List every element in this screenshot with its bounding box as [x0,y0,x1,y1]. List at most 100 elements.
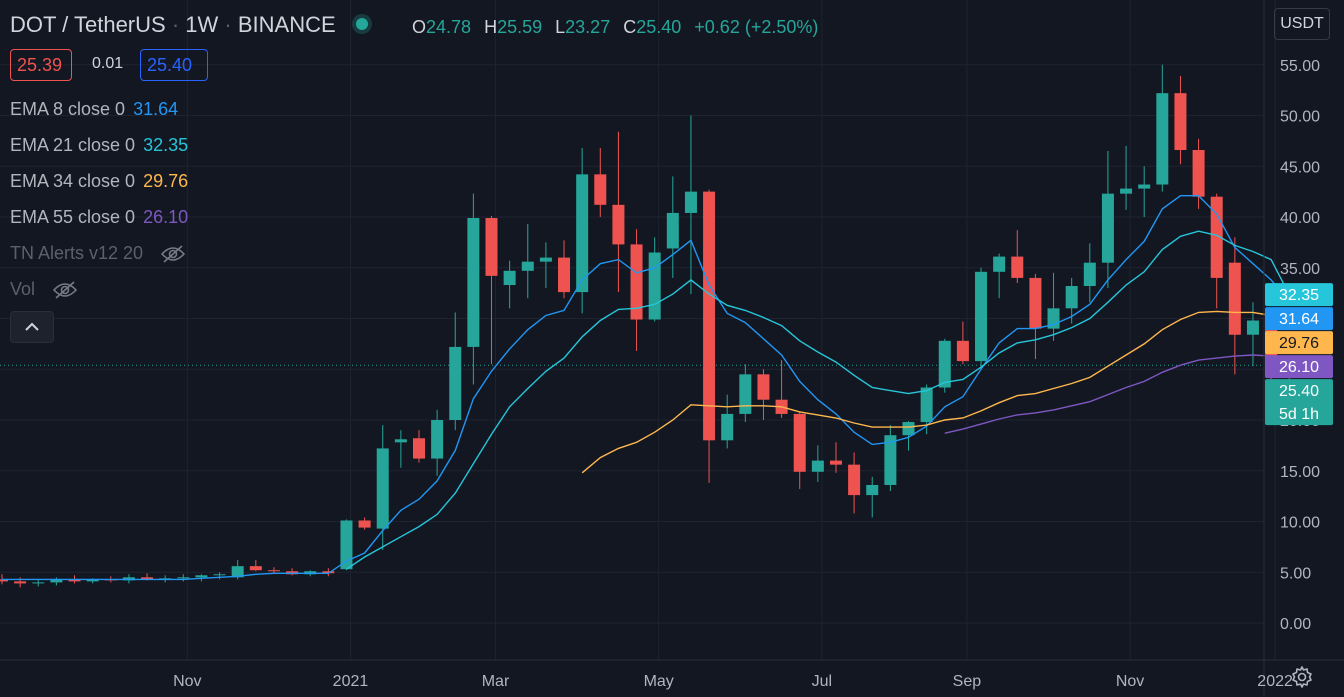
indicator-volume[interactable]: Vol [10,279,78,305]
chart-grid [0,0,1276,660]
market-status-icon[interactable] [355,18,368,30]
candle-body [920,387,933,423]
indicator-value: 32.35 [143,135,189,155]
price-tick-label: 55.00 [1280,58,1320,75]
symbol-title[interactable]: DOT / TetherUS · 1W · BINANCE [10,12,382,38]
bar-countdown-label: 5d 1h [1279,406,1319,423]
candle-body [521,261,534,271]
chevron-up-icon [25,322,39,331]
candle-body [86,579,99,582]
change-value: +0.62 (+2.50%) [694,17,819,37]
candle-body [449,346,462,420]
close-value: 25.40 [636,17,682,37]
time-tick-label: Nov [1116,673,1144,690]
indicator-ema-34[interactable]: EMA 34 close 0 29.76 [10,171,188,192]
interval-label[interactable]: 1W [185,12,219,37]
indicator-ema-21[interactable]: EMA 21 close 0 32.35 [10,135,188,156]
indicator-value: 29.76 [143,171,189,191]
high-value: 25.59 [497,17,543,37]
time-tick-label: Jul [812,673,832,690]
candle-body [558,257,571,293]
candle-body [612,204,625,245]
candle-body [956,340,969,362]
candle-body [848,464,861,496]
ema-line [346,230,1290,570]
indicator-ema-55[interactable]: EMA 55 close 0 26.10 [10,207,188,228]
price-axis-badge-label: 25.40 [1279,383,1319,400]
candle-body [267,570,280,572]
indicator-value: 26.10 [143,207,189,227]
collapse-legend-button[interactable] [10,311,54,343]
price-axis-badge [1265,331,1333,355]
candle-body [648,252,661,320]
low-value: 23.27 [565,17,611,37]
indicator-ema-8[interactable]: EMA 8 close 0 31.64 [10,99,178,120]
candle-body [431,420,444,459]
candle-body [213,574,226,576]
eye-hidden-icon[interactable] [160,244,186,269]
candle-body [376,448,389,529]
indicator-label: TN Alerts v12 20 [10,243,144,263]
price-tick-label: 50.00 [1280,109,1320,126]
price-tick-label: 35.00 [1280,261,1320,278]
buy-price-button[interactable]: 25.40 [140,49,208,81]
candle-body [50,579,63,583]
time-tick-label: 2022 [1257,673,1293,690]
candle-body [358,520,371,528]
candle-body [884,435,897,485]
candle-body [630,244,643,320]
price-axis-badge-label: 29.76 [1279,335,1319,352]
candle-body [412,438,425,459]
candle-body [1192,150,1205,197]
candle-body [195,575,208,578]
ema-line [2,195,1290,581]
price-axis-badge [1265,355,1333,379]
candle-body [703,191,716,441]
candle-body [1174,93,1187,151]
eye-hidden-icon[interactable] [52,280,78,305]
candle-body [684,191,697,213]
close-label: C [623,17,637,37]
exchange-label: BINANCE [237,12,336,37]
price-axis-badge [1265,307,1333,331]
candle-body [793,413,806,472]
candle-body [576,174,589,293]
candle-body [1246,320,1259,335]
spread-value: 0.01 [92,55,124,72]
time-tick-label: Sep [953,673,982,690]
currency-button[interactable]: USDT [1274,8,1330,40]
time-tick-label: Nov [173,673,201,690]
gear-icon [1292,666,1312,688]
candle-body [68,579,81,582]
candle-body [503,270,516,286]
low-label: L [555,17,566,37]
candle-body [757,374,770,400]
symbol-name[interactable]: DOT / TetherUS [10,12,166,37]
candle-body [1083,262,1096,287]
indicator-label: EMA 8 close 0 [10,99,126,119]
settings-button[interactable] [1290,665,1314,694]
candle-body [1029,277,1042,329]
sell-price-button[interactable]: 25.39 [10,49,72,81]
candle-body [467,218,480,347]
price-axis-badge [1265,283,1333,307]
ema-line [944,354,1290,434]
time-axis[interactable]: Nov 2021 Mar May Jul Sep Nov 2022 [173,673,1293,690]
candle-body [141,577,154,580]
candle-body [902,422,915,436]
indicator-label: EMA 55 close 0 [10,207,136,227]
high-label: H [484,17,498,37]
time-tick-label: 2021 [333,673,369,690]
candle-body [394,439,407,443]
candle-body [32,582,45,584]
indicator-label: Vol [10,279,36,299]
ema-line [581,310,1290,474]
price-tick-label: 0.00 [1280,616,1311,633]
indicator-tn-alerts[interactable]: TN Alerts v12 20 [10,243,186,269]
price-tick-label: 10.00 [1280,515,1320,532]
ema-lines [2,195,1290,581]
indicator-label: EMA 34 close 0 [10,171,136,191]
candles [0,64,1296,588]
candle-body [322,571,335,574]
